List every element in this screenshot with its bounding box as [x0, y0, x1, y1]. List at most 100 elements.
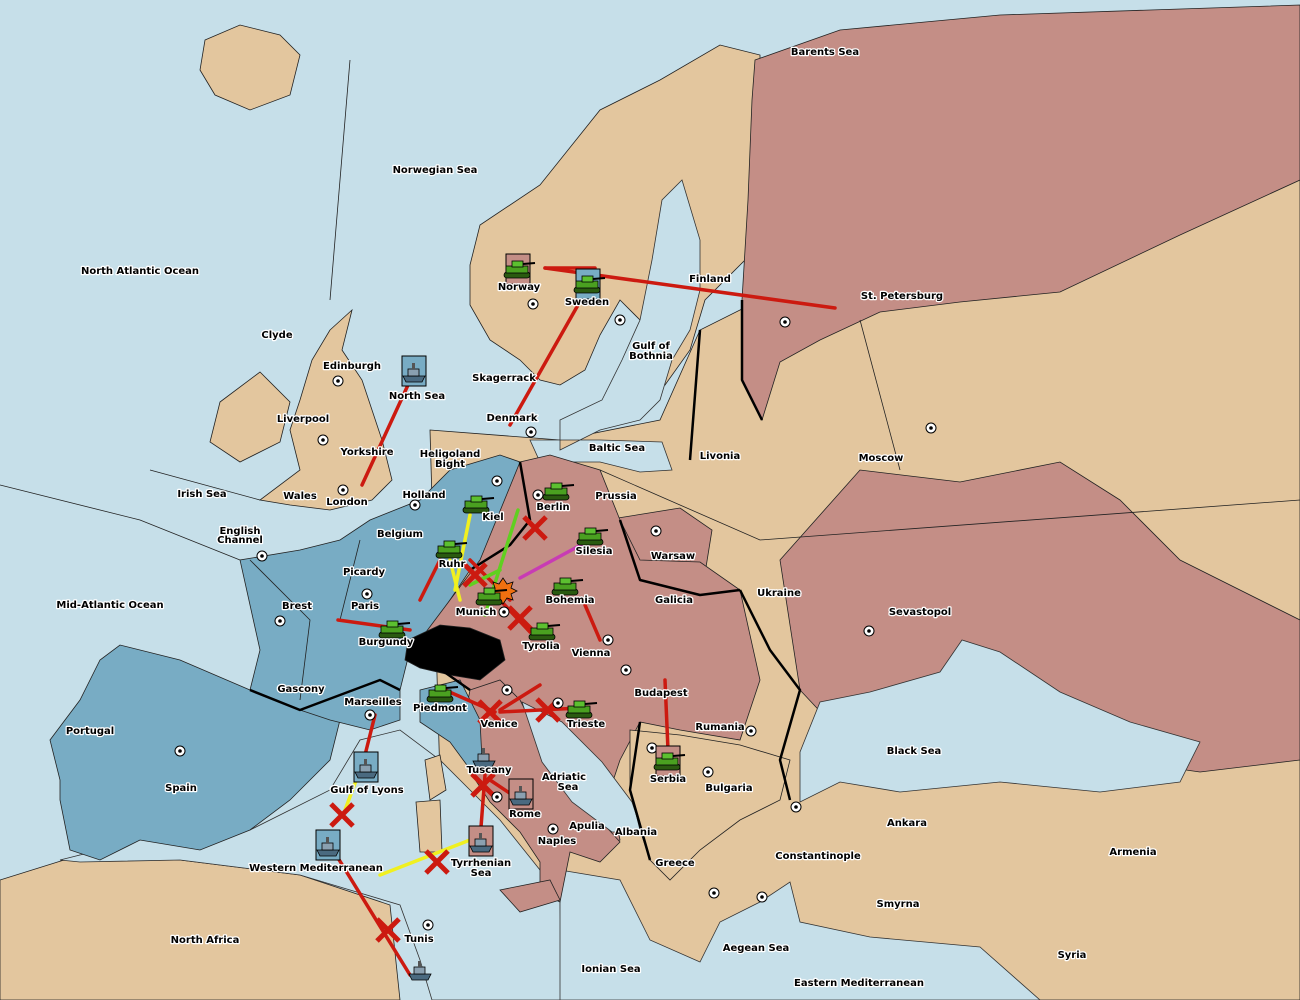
supply-center-icon — [745, 725, 757, 737]
label-black-sea: Black Sea — [887, 746, 942, 757]
label-sea: Sea — [471, 868, 492, 879]
label-north-sea: North Sea — [389, 391, 445, 402]
fleet-unit-western-mediterranean[interactable] — [315, 829, 341, 861]
label-ukraine: Ukraine — [757, 588, 801, 599]
supply-center-icon — [332, 375, 344, 387]
army-unit-serbia[interactable] — [653, 745, 686, 777]
supply-center-icon — [527, 298, 539, 310]
territory-labels: Barents Sea Norwegian Sea North Atlantic O… — [55, 46, 1158, 991]
label-ankara: Ankara — [887, 818, 927, 829]
supply-center-icon — [614, 314, 626, 326]
tank-icon — [378, 620, 411, 639]
tank-icon — [573, 275, 606, 294]
tank-icon — [576, 527, 609, 546]
label-paris: Paris — [351, 601, 379, 612]
supply-center-icon — [422, 919, 434, 931]
supply-center-icon — [274, 615, 286, 627]
fleet-unit-north-sea[interactable] — [401, 355, 427, 387]
tank-icon — [503, 260, 536, 279]
fleet-unit-tyrrhenian-sea[interactable] — [468, 825, 494, 857]
army-unit-berlin[interactable] — [542, 482, 575, 501]
tank-icon — [565, 700, 598, 719]
supply-center-icon — [317, 434, 329, 446]
label-norway: Norway — [498, 282, 541, 293]
tank-icon — [551, 577, 584, 596]
label-smyrna: Smyrna — [877, 899, 920, 910]
label-edinburgh: Edinburgh — [323, 361, 381, 372]
label-syria: Syria — [1058, 950, 1087, 961]
fleet-unit-gulf-of-lyons[interactable] — [353, 751, 379, 783]
army-unit-burgundy[interactable] — [378, 620, 411, 639]
fleet-unit-tuscany[interactable] — [472, 748, 496, 768]
label-barents-sea: Barents Sea — [791, 47, 859, 58]
label-constantinople: Constantinople — [775, 851, 861, 862]
label-gulf-of-lyons: Gulf of Lyons — [330, 785, 403, 796]
label-bight: Bight — [435, 459, 465, 470]
label-bulgaria: Bulgaria — [705, 783, 752, 794]
label-burgundy: Burgundy — [359, 637, 414, 648]
label-skagerrack: Skagerrack — [472, 373, 536, 384]
supply-center-icon — [174, 745, 186, 757]
ship-icon — [408, 961, 432, 981]
supply-center-icon — [925, 422, 937, 434]
label-trieste: Trieste — [567, 719, 606, 730]
ship-icon — [469, 833, 493, 853]
army-unit-munich[interactable] — [475, 587, 508, 606]
eastern-seas — [559, 869, 1041, 1000]
army-unit-ruhr[interactable] — [435, 540, 468, 559]
label-venice: Venice — [480, 719, 517, 730]
ship-icon — [509, 786, 533, 806]
order-arrow — [363, 713, 377, 757]
label-western-mediterranean: Western Mediterranean — [249, 863, 383, 874]
label-london: London — [326, 497, 368, 508]
army-unit-sweden[interactable] — [573, 268, 606, 300]
failed-order-x-icon — [522, 515, 548, 541]
tank-icon — [542, 482, 575, 501]
army-unit-kiel[interactable] — [462, 495, 495, 514]
sardinia — [415, 799, 443, 853]
order-arrow — [518, 538, 592, 580]
label-galicia: Galicia — [655, 595, 693, 606]
order-arrow — [498, 706, 582, 714]
ship-icon — [354, 759, 378, 779]
army-unit-piedmont[interactable] — [426, 684, 459, 703]
supply-center-icon — [646, 742, 658, 754]
order-arrow — [498, 683, 542, 712]
failed-order-x-icon — [507, 605, 533, 631]
label-albania: Albania — [615, 827, 657, 838]
sicily — [499, 879, 561, 913]
army-unit-tyrolia[interactable] — [528, 622, 561, 641]
label-norwegian-sea: Norwegian Sea — [393, 165, 478, 176]
corsica — [424, 754, 447, 801]
label-picardy: Picardy — [343, 567, 386, 578]
army-unit-bohemia[interactable] — [551, 577, 584, 596]
supply-center-icon — [547, 823, 559, 835]
army-unit-norway[interactable] — [503, 253, 536, 285]
label-piedmont: Piedmont — [413, 703, 467, 714]
fleet-unit-tunis[interactable] — [408, 961, 432, 981]
supply-center-icon — [256, 550, 268, 562]
label-serbia: Serbia — [650, 774, 686, 785]
switzerland-impassable — [404, 624, 506, 681]
label-portugal: Portugal — [66, 726, 114, 737]
ship-icon — [316, 837, 340, 857]
label-apulia: Apulia — [569, 821, 605, 832]
label-english: English — [219, 526, 260, 537]
label-irish-sea: Irish Sea — [177, 489, 226, 500]
russia-north — [741, 4, 1300, 422]
tank-icon — [475, 587, 508, 606]
fleet-unit-rome[interactable] — [508, 778, 534, 810]
iberia — [49, 644, 341, 861]
supply-center-icon — [532, 489, 544, 501]
supply-center-icon — [779, 316, 791, 328]
army-unit-trieste[interactable] — [565, 700, 598, 719]
label-aegean-sea: Aegean Sea — [723, 943, 790, 954]
failed-order-x-icon — [462, 562, 488, 588]
label-baltic-sea: Baltic Sea — [589, 443, 645, 454]
label-livonia: Livonia — [700, 451, 740, 462]
order-arrow — [663, 678, 670, 752]
label-gascony: Gascony — [277, 684, 325, 695]
army-unit-silesia[interactable] — [576, 527, 609, 546]
supply-center-icon — [708, 887, 720, 899]
